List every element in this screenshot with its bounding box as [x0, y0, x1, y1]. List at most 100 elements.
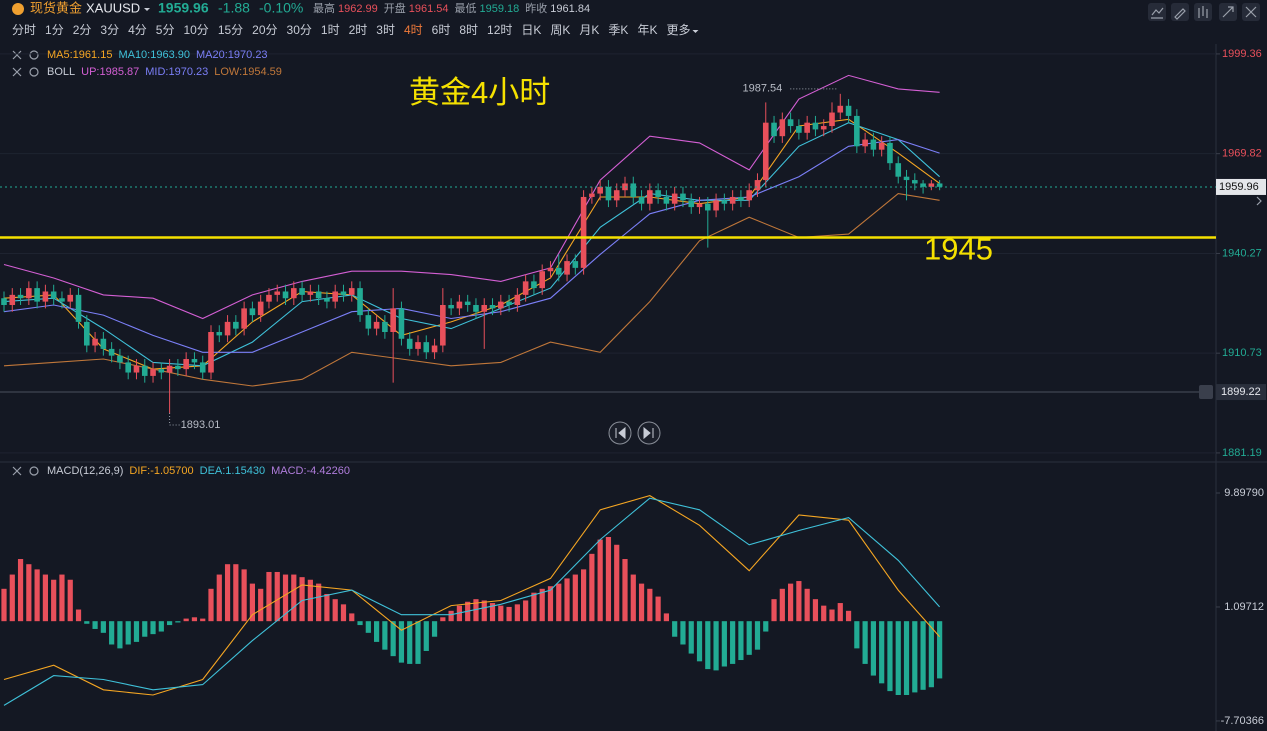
- timeframe[interactable]: 1分: [45, 23, 64, 37]
- level-label: 1945: [924, 232, 993, 267]
- macd-bar: [539, 588, 545, 622]
- macd-bar: [382, 621, 388, 650]
- remove-icon[interactable]: [12, 67, 22, 77]
- remove-icon[interactable]: [12, 466, 22, 476]
- candle-body: [936, 183, 943, 187]
- timeframe[interactable]: 10分: [183, 23, 208, 37]
- timeframe[interactable]: 2时: [349, 23, 368, 37]
- candle-body: [291, 288, 297, 299]
- settings-icon[interactable]: [29, 466, 39, 476]
- candle-body: [175, 365, 181, 370]
- symbol-caret[interactable]: [144, 8, 150, 11]
- macd-bar: [75, 609, 82, 622]
- candle-body: [854, 115, 860, 147]
- more-caret: [692, 30, 699, 33]
- candle-body: [266, 294, 272, 302]
- timeframe[interactable]: 分时: [12, 23, 36, 37]
- timeframe[interactable]: 2分: [73, 23, 92, 37]
- timeframe[interactable]: 8时: [459, 23, 478, 37]
- macd-bar: [307, 579, 313, 622]
- timeframe[interactable]: 5分: [156, 23, 175, 37]
- macd-bar: [42, 574, 48, 622]
- timeframe[interactable]: 3分: [100, 23, 119, 37]
- candle-body: [257, 301, 264, 316]
- scroll-right[interactable]: [1256, 196, 1262, 206]
- timeframe[interactable]: 季K: [608, 23, 628, 37]
- timeframe[interactable]: 月K: [579, 23, 599, 37]
- high-label: 1987.54: [743, 83, 783, 95]
- candle-body: [456, 301, 463, 309]
- candle-body: [9, 294, 16, 305]
- macd-bar: [837, 603, 843, 622]
- timeframe[interactable]: 15分: [218, 23, 243, 37]
- candle-body: [613, 190, 620, 201]
- timeframe[interactable]: 4分: [128, 23, 147, 37]
- candle-body: [340, 291, 347, 295]
- macd-line: [3, 497, 941, 706]
- macd-bar: [9, 574, 15, 622]
- candle-body: [870, 139, 877, 150]
- macd-bar: [183, 618, 189, 622]
- timeframe[interactable]: 3时: [376, 23, 395, 37]
- timeframe[interactable]: 更多: [666, 23, 690, 37]
- timeframe[interactable]: 6时: [432, 23, 451, 37]
- candle-body: [729, 196, 736, 204]
- candle-body: [779, 119, 786, 137]
- timeframe[interactable]: 周K: [550, 23, 570, 37]
- timeframe[interactable]: 1时: [321, 23, 340, 37]
- y-tick-label: 1999.36: [1222, 48, 1262, 60]
- timeframe[interactable]: 年K: [637, 23, 657, 37]
- plot: 1881.19 1910.73 1940.27 1969.82 1999.36 1899.…: [0, 48, 1266, 727]
- candle-body: [448, 304, 454, 309]
- gold-icon: [12, 3, 24, 15]
- candle-body: [17, 294, 24, 299]
- macd-bar: [365, 621, 371, 633]
- candle-body: [920, 183, 926, 187]
- legend-entry: DIF:-1.05700: [129, 465, 193, 477]
- stats: 最高 1962.99 开盘 1961.54 最低 1959.18 昨收 1961.84: [313, 1, 590, 15]
- macd-bar: [514, 604, 520, 622]
- macd-bar: [796, 581, 802, 622]
- macd-bar: [730, 621, 736, 664]
- settings-icon[interactable]: [29, 67, 39, 77]
- macd-bar: [249, 583, 255, 622]
- stat-value: 1962.99: [338, 3, 378, 15]
- legend-entry: MA20:1970.23: [196, 49, 268, 61]
- candle-body: [630, 183, 637, 197]
- candle-body: [199, 362, 206, 373]
- macd-bar: [448, 610, 454, 622]
- stat-label: 最高: [313, 1, 335, 15]
- alert-bell[interactable]: [1199, 385, 1213, 400]
- tool-button[interactable]: [1148, 3, 1166, 21]
- macd-bar: [696, 621, 703, 662]
- candle-body: [647, 190, 653, 204]
- macd-bar: [531, 592, 537, 622]
- timeframe[interactable]: 30分: [287, 23, 312, 37]
- nav-next-icon: [643, 426, 654, 440]
- macd-bar: [937, 621, 943, 679]
- macd-bar: [746, 621, 752, 655]
- macd-bar: [374, 621, 380, 642]
- candle-body: [655, 190, 661, 197]
- timeframe[interactable]: 4时: [404, 23, 423, 37]
- candle-body: [829, 112, 835, 127]
- remove-icon[interactable]: [12, 50, 22, 60]
- timeframe[interactable]: 日K: [521, 23, 541, 37]
- candle-body: [473, 304, 479, 312]
- candle-body: [738, 196, 744, 201]
- indicator-line: [3, 74, 940, 320]
- macd-bar: [109, 621, 115, 645]
- legend-entry: MA5:1961.15: [47, 49, 112, 61]
- candle-body: [75, 294, 82, 322]
- candle-body: [522, 281, 529, 295]
- timeframe[interactable]: 12时: [487, 23, 512, 37]
- settings-icon[interactable]: [29, 50, 39, 60]
- macd-bar: [903, 621, 910, 695]
- macd-bar: [142, 621, 148, 637]
- timeframe[interactable]: 20分: [252, 23, 277, 37]
- candle-body: [531, 281, 537, 289]
- symbol-code[interactable]: XAUUSD: [86, 0, 140, 15]
- macd-bar: [572, 574, 578, 622]
- macd-bar: [125, 621, 131, 645]
